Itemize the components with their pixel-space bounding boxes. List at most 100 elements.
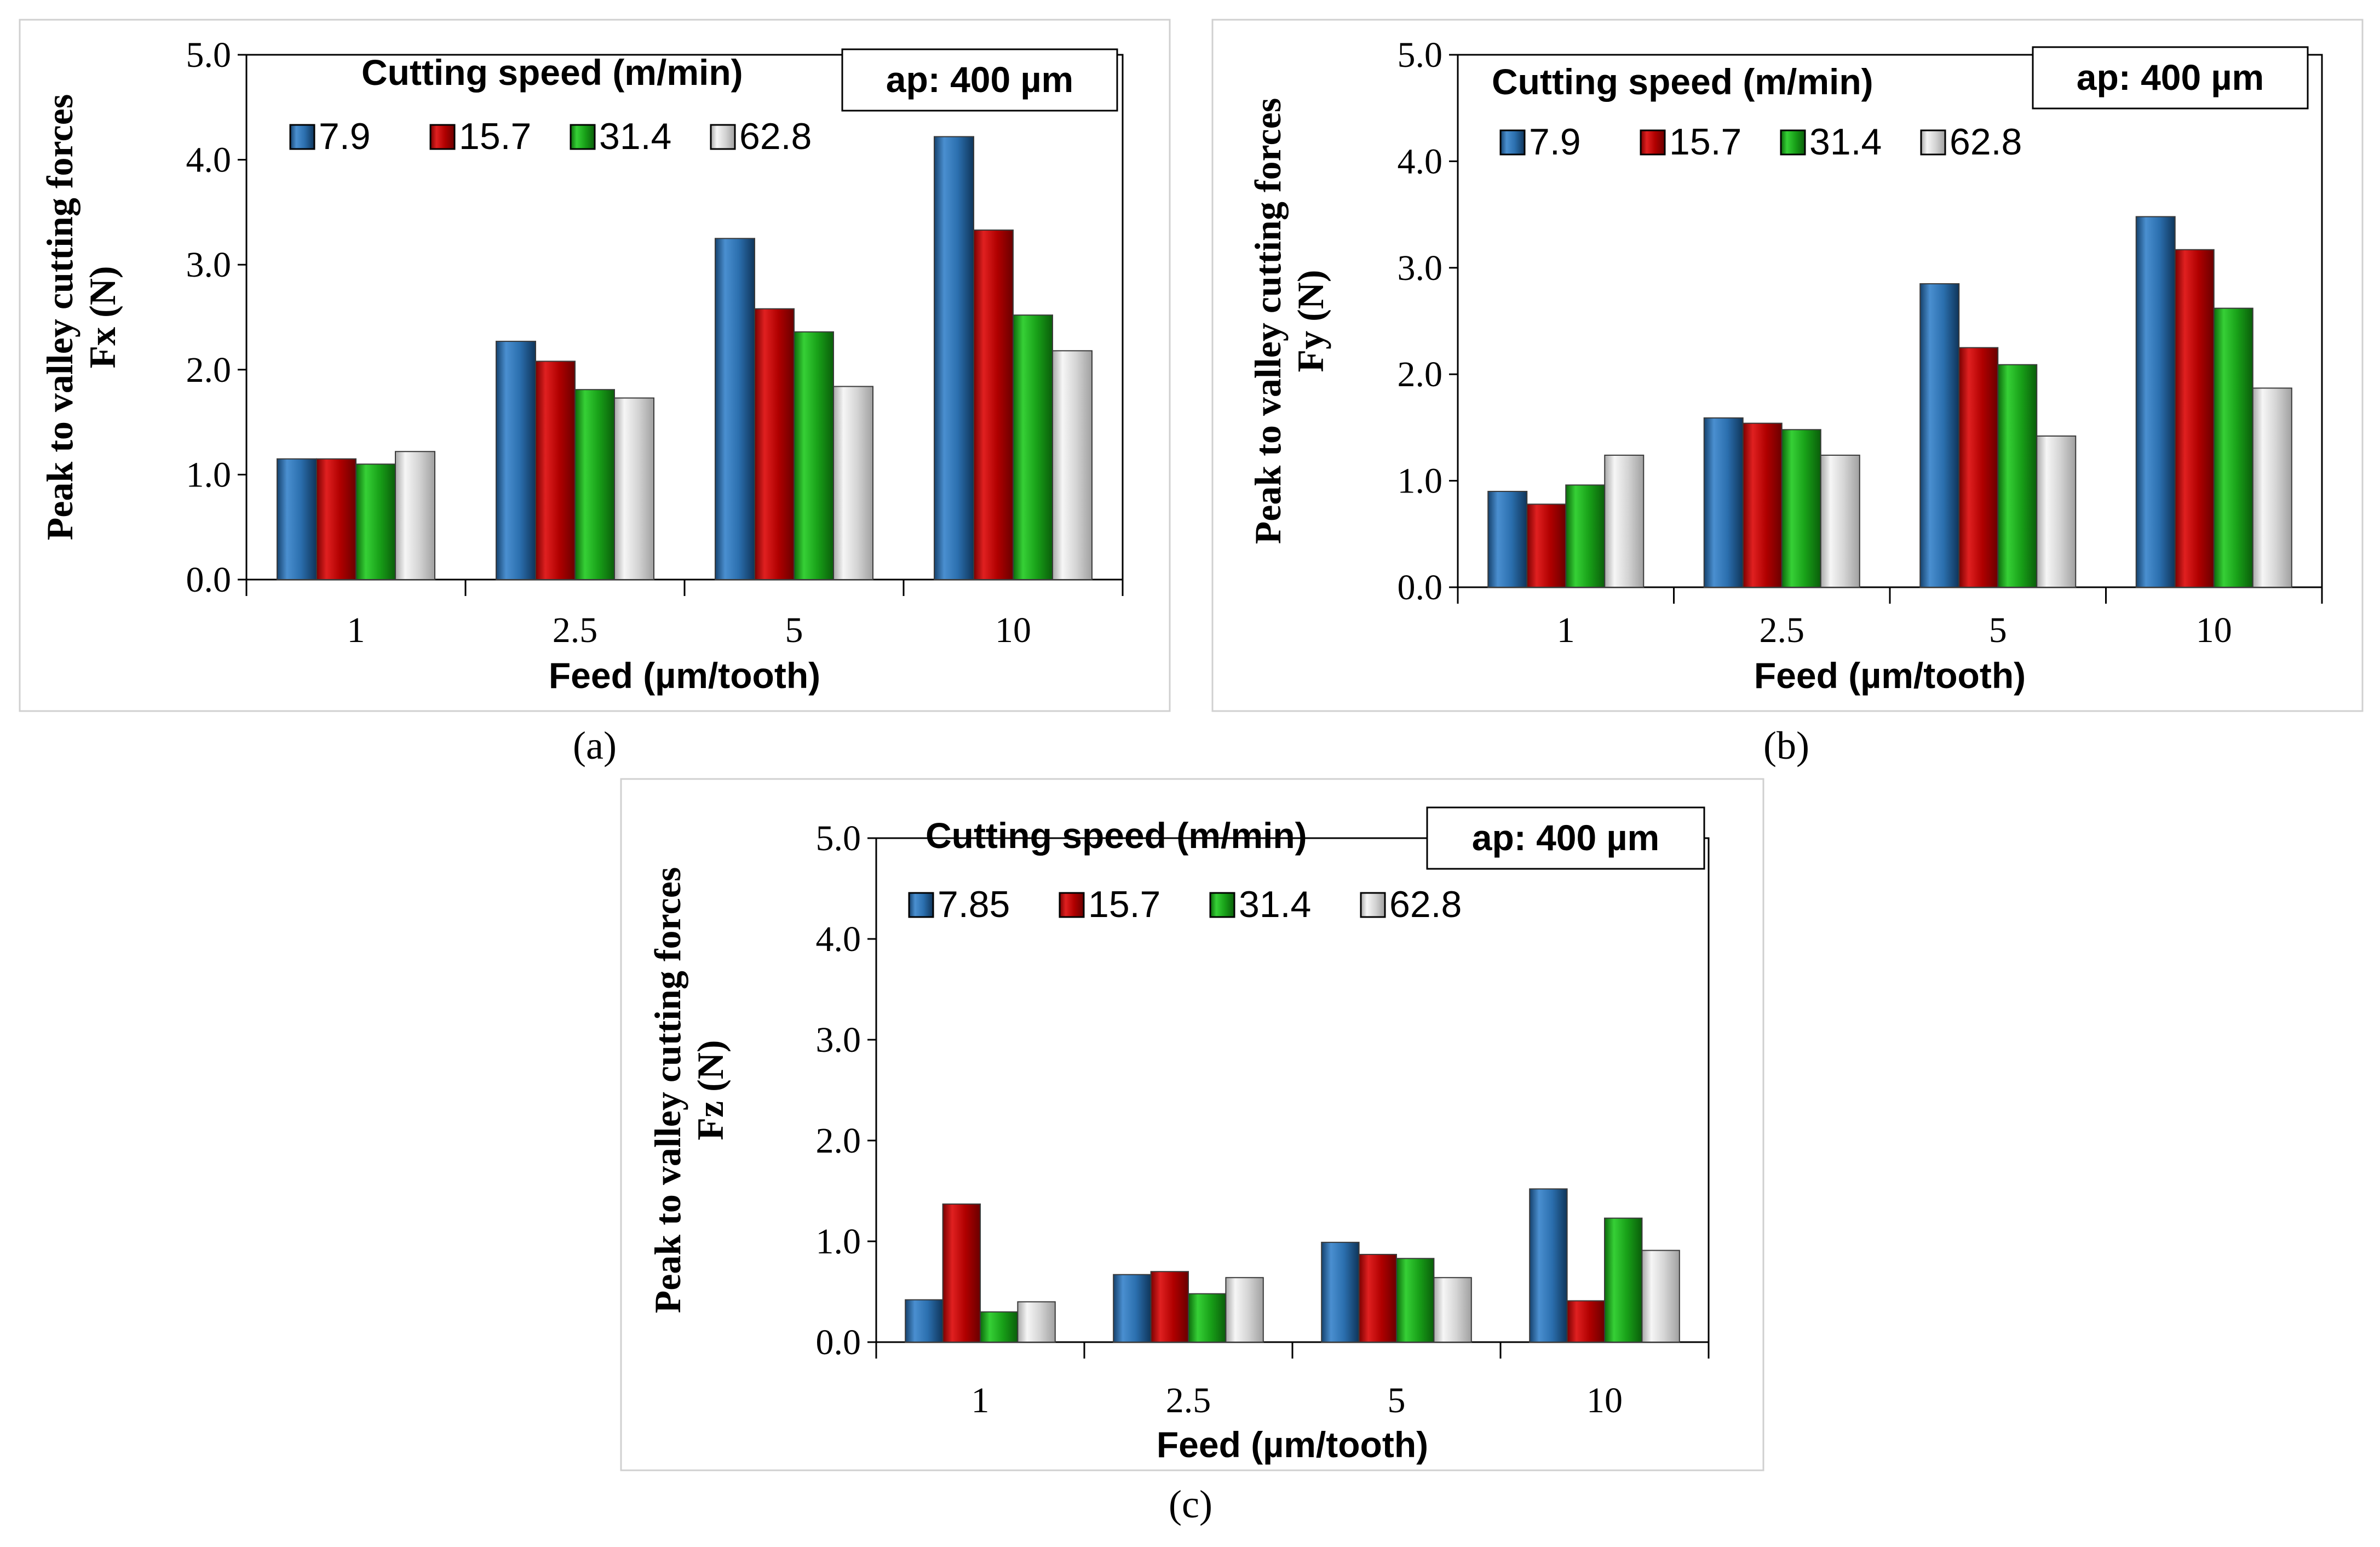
legend-label-31.4: 31.4: [1809, 121, 1882, 163]
y-axis-title-line1: Peak to valley cutting forces: [39, 94, 81, 541]
bar-62.8-5: [2036, 435, 2077, 588]
y-axis-title: Peak to valley cutting forcesFz (N): [647, 867, 731, 1314]
y-tick-label: 2.0: [1398, 354, 1443, 394]
annotation-box: [841, 48, 1118, 112]
annotation-text: ap: 400 µm: [2077, 57, 2264, 98]
y-tick-label: 4.0: [1398, 141, 1443, 181]
legend-title: Cutting speed (m/min): [925, 815, 1307, 856]
x-category-label: 1: [1557, 610, 1575, 650]
legend-swatch-31.4: [1209, 892, 1235, 918]
bar-62.8-5: [833, 386, 873, 580]
annotation-text: ap: 400 µm: [1472, 817, 1660, 858]
x-category-label: 5: [785, 610, 803, 650]
legend-swatch-7.9: [289, 124, 315, 150]
legend-swatch-15.7: [1640, 129, 1666, 156]
bar-62.8-10: [2252, 387, 2292, 588]
y-tick-label: 3.0: [1398, 248, 1443, 288]
bar-15.7-5: [1958, 347, 1999, 588]
bar-7.9-2.5: [1703, 417, 1744, 588]
legend-swatch-7.85: [908, 892, 934, 918]
bar-31.4-2.5: [574, 389, 615, 580]
bar-31.4-5: [794, 331, 834, 580]
x-category-label: 1: [347, 610, 365, 650]
y-tick-label: 3.0: [186, 245, 232, 285]
chart-panel-1: 0.0 1.0 2.0 3.0 4.0 5.0 1 2.5 5 10 Feed (µm/tooth)…: [19, 19, 1171, 767]
legend-label-62.8: 62.8: [1389, 884, 1462, 925]
bar-15.7-5: [754, 308, 795, 580]
bar-7.9-1: [277, 458, 317, 580]
legend-label-31.4: 31.4: [1239, 884, 1311, 925]
x-category-label: 10: [995, 610, 1031, 650]
x-category-label: 5: [1989, 610, 2007, 650]
x-category-label: 1: [971, 1380, 990, 1420]
bar-31.4-1: [355, 463, 396, 580]
bar-15.7-10: [2174, 249, 2215, 588]
y-tick-label: 4.0: [816, 919, 861, 959]
legend-swatch-31.4: [1780, 129, 1806, 156]
x-category-label: 10: [2196, 610, 2232, 650]
legend-swatch-15.7: [429, 124, 456, 150]
y-tick-label: 2.0: [816, 1121, 861, 1161]
bar-31.4-5: [1997, 364, 2038, 588]
bar-31.4-5: [1396, 1258, 1435, 1343]
y-tick-label: 0.0: [816, 1322, 861, 1362]
bar-62.8-2.5: [1820, 454, 1860, 588]
panel-caption: (c): [1169, 1482, 1212, 1526]
bar-7.9-1: [1487, 491, 1528, 588]
bar-31.4-2.5: [1781, 429, 1821, 588]
bar-31.4-10: [1013, 314, 1053, 581]
bar-7.85-10: [1529, 1188, 1568, 1343]
legend-label-15.7: 15.7: [1669, 121, 1741, 163]
y-axis-title-line2: Fy (N): [1290, 270, 1331, 373]
bar-15.7-1: [316, 458, 357, 580]
y-tick-label: 3.0: [816, 1020, 861, 1060]
chart-panel-2: 0.0 1.0 2.0 3.0 4.0 5.0 1 2.5 5 10 Feed (µm/tooth)…: [1211, 19, 2364, 767]
legend-swatch-7.9: [1499, 129, 1526, 156]
y-tick-label: 5.0: [186, 35, 232, 75]
x-axis-title: Feed (µm/tooth): [1754, 655, 2026, 696]
bar-7.9-5: [1919, 283, 1960, 588]
bar-7.85-5: [1321, 1241, 1360, 1343]
y-axis-title-line1: Peak to valley cutting forces: [647, 867, 688, 1314]
bar-7.9-10: [934, 136, 974, 580]
legend-swatch-62.8: [1920, 129, 1946, 156]
bar-7.85-2.5: [1113, 1274, 1152, 1343]
legend-swatch-62.8: [1360, 892, 1386, 918]
x-axis-title: Feed (µm/tooth): [549, 655, 820, 696]
bar-62.8-1: [395, 451, 435, 580]
bar-31.4-10: [2213, 307, 2253, 588]
bar-62.8-2.5: [1225, 1277, 1264, 1343]
legend-label-7.9: 7.9: [319, 116, 371, 157]
legend-label-62.8: 62.8: [739, 116, 812, 157]
y-axis-title: Peak to valley cutting forcesFx (N): [39, 94, 123, 541]
y-axis-title: Peak to valley cutting forcesFy (N): [1247, 98, 1331, 545]
y-tick-label: 5.0: [816, 818, 861, 858]
bar-7.9-10: [2135, 216, 2176, 588]
bar-31.4-2.5: [1188, 1293, 1227, 1343]
bar-62.8-10: [1641, 1250, 1680, 1343]
y-axis-title-line1: Peak to valley cutting forces: [1247, 98, 1289, 545]
y-tick-label: 5.0: [1398, 35, 1443, 75]
legend-title: Cutting speed (m/min): [361, 52, 743, 93]
bar-15.7-5: [1358, 1253, 1398, 1343]
bar-7.85-1: [905, 1299, 944, 1343]
panel-caption: (a): [573, 724, 617, 767]
bar-62.8-1: [1017, 1301, 1056, 1343]
y-tick-label: 1.0: [1398, 461, 1443, 501]
x-category-label: 2.5: [1760, 610, 1805, 650]
bar-15.7-10: [973, 229, 1014, 580]
annotation-text: ap: 400 µm: [886, 59, 1074, 100]
chart-panel-3: 0.0 1.0 2.0 3.0 4.0 5.0 1 2.5 5 10 Feed (µm/tooth)…: [620, 778, 1764, 1526]
y-axis-title-line2: Fx (N): [82, 266, 123, 369]
x-category-label: 5: [1388, 1380, 1406, 1420]
bar-62.8-2.5: [614, 397, 654, 580]
legend-label-7.85: 7.85: [938, 884, 1010, 925]
bar-7.9-5: [715, 238, 755, 580]
y-tick-label: 1.0: [816, 1222, 861, 1262]
annotation-box: [1426, 806, 1705, 870]
y-tick-label: 2.0: [186, 350, 232, 390]
bar-15.7-2.5: [535, 360, 576, 580]
legend-label-62.8: 62.8: [1950, 121, 2022, 163]
